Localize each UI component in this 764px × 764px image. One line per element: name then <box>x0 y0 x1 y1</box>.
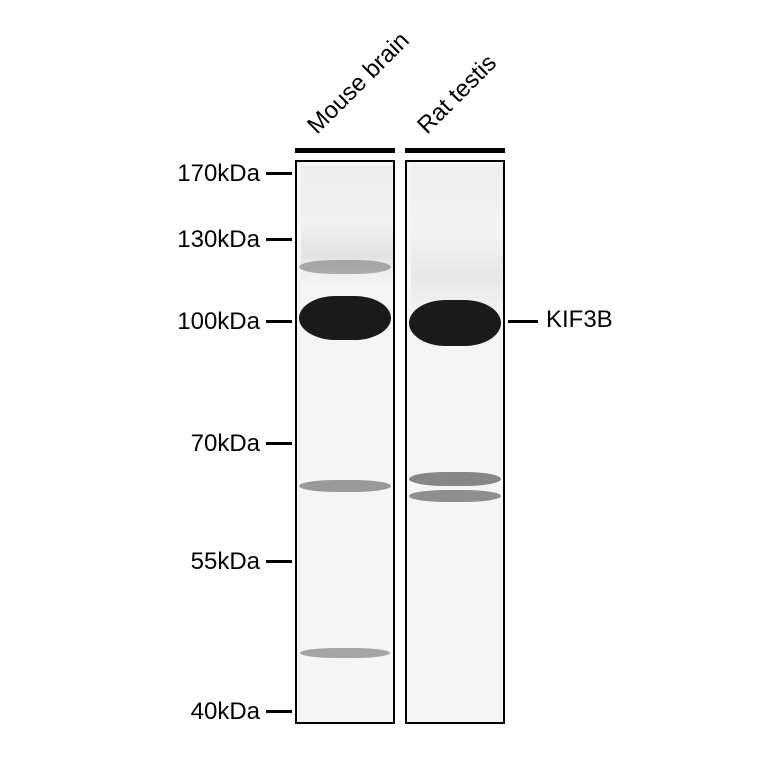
lane-bar-mouse-brain <box>295 148 395 153</box>
lane-mouse-brain <box>295 160 395 724</box>
lane-label-mouse-brain: Mouse brain <box>302 27 415 140</box>
mw-label-130: 130kDa <box>140 226 260 254</box>
lane-bar-rat-testis <box>405 148 505 153</box>
mw-label-55: 55kDa <box>140 548 260 576</box>
mw-tick-40 <box>266 710 292 713</box>
band-lane2-3 <box>409 490 501 502</box>
band-lane2-main <box>409 300 501 346</box>
mw-tick-100 <box>266 320 292 323</box>
band-lane1-1 <box>299 260 391 274</box>
mw-label-100: 100kDa <box>140 308 260 336</box>
band-lane1-3 <box>299 480 391 492</box>
band-lane2-2 <box>409 472 501 486</box>
band-lane1-4 <box>300 648 390 658</box>
mw-label-40: 40kDa <box>140 698 260 726</box>
band-lane1-main <box>299 296 391 340</box>
mw-tick-130 <box>266 238 292 241</box>
lane-rat-testis <box>405 160 505 724</box>
mw-tick-55 <box>266 560 292 563</box>
protein-tick <box>508 320 538 323</box>
mw-tick-70 <box>266 442 292 445</box>
mw-label-70: 70kDa <box>140 430 260 458</box>
lane-label-rat-testis: Rat testis <box>412 49 503 140</box>
mw-tick-170 <box>266 172 292 175</box>
mw-label-170: 170kDa <box>140 160 260 188</box>
protein-label-kif3b: KIF3B <box>546 306 613 334</box>
